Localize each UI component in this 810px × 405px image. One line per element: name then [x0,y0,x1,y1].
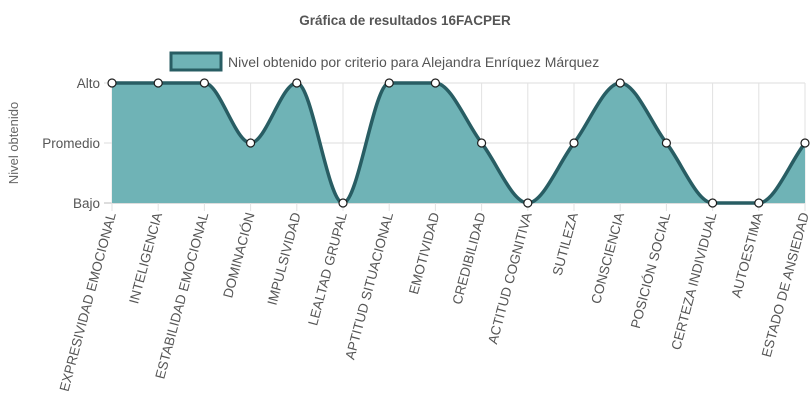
data-point[interactable] [754,198,764,208]
data-point[interactable] [661,138,672,148]
legend[interactable]: Nivel obtenido por criterio para Alejand… [169,51,599,72]
x-tick-label: AUTOESTIMA [729,211,766,299]
data-point[interactable] [292,78,302,88]
x-tick-label: DOMINACIÓN [220,211,257,300]
x-tick-label: CERTEZA INDIVIDUAL [668,210,719,351]
y-tick-label: Alto [77,76,100,91]
x-tick-label: EXPRESIVIDAD EMOCIONAL [57,210,119,393]
data-point[interactable] [107,78,117,88]
x-tick-label: APTITUD SITUACIONAL [342,210,396,361]
data-point[interactable] [384,78,394,88]
legend-swatch [169,51,223,72]
x-tick-label: LEALTAD GRUPAL [305,210,350,327]
data-point[interactable] [430,78,440,88]
x-tick-label: INTELIGENCIA [126,211,165,305]
data-points [107,78,810,208]
x-tick-label: ESTADO DE ANSIEDAD [759,211,810,359]
y-tick-labels: Bajo Promedio Alto [42,76,100,211]
x-tick-label: EMOTIVIDAD [406,211,442,296]
x-tick-label: ESTABILIDAD EMOCIONAL [152,210,211,380]
data-point[interactable] [153,78,163,88]
legend-label: Nivel obtenido por criterio para Alejand… [228,54,599,70]
x-tick-label: CREDIBILIDAD [450,211,489,306]
data-point[interactable] [338,198,348,208]
data-point[interactable] [615,78,625,88]
series-area [112,81,807,205]
x-tick-labels: EXPRESIVIDAD EMOCIONAL INTELIGENCIAESTABI… [57,210,810,393]
y-tick-label: Promedio [42,136,100,151]
data-point[interactable] [800,138,810,148]
series-fill [112,83,805,203]
y-axis-label: Nivel obtenido [6,102,21,184]
x-tick-label: CONSCIENCIA [588,211,627,305]
data-point[interactable] [477,138,487,148]
x-tick-label: ACTITUD COGNITIVA [485,211,535,346]
x-tick-label: POSICIÓN SOCIAL [628,210,673,330]
data-point[interactable] [569,138,579,148]
series-line [112,81,807,205]
x-tick-label: IMPULSIVIDAD [265,211,304,307]
chart-title: Gráfica de resultados 16FACPER [299,13,511,28]
data-point[interactable] [246,138,256,148]
data-point[interactable] [199,78,209,88]
data-point[interactable] [707,198,718,208]
data-point[interactable] [523,198,533,208]
y-tick-label: Bajo [73,196,100,211]
x-tick-label: SUTILEZA [550,211,581,277]
